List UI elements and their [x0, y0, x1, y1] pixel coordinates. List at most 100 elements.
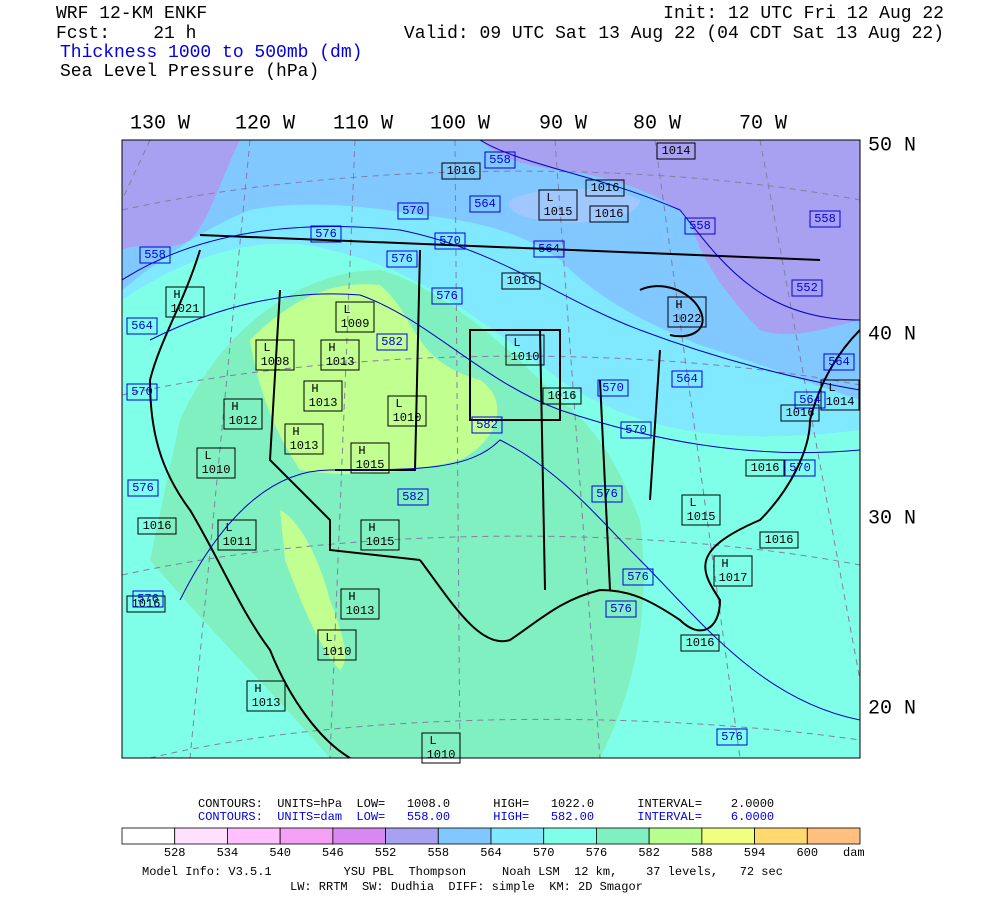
thickness-label: 576	[132, 590, 164, 608]
label-box	[820, 379, 860, 411]
pressure-value: 1015	[687, 510, 716, 524]
pressure-label: 1016	[137, 517, 177, 535]
label-box	[823, 353, 855, 371]
thickness-label: 552	[791, 279, 823, 297]
pressure-value: 1016	[143, 519, 172, 533]
colorbar-swatch	[543, 827, 597, 845]
pressure-value: 1014	[826, 395, 855, 409]
label-box	[431, 287, 463, 305]
thickness-label: 582	[471, 416, 503, 434]
pressure-value: 1017	[719, 571, 748, 585]
pressure-center: L	[429, 734, 436, 748]
thickness-value: 558	[489, 153, 511, 167]
thickness-value: 564	[538, 242, 560, 256]
colorbar-unit: dam	[843, 846, 865, 860]
label-box	[421, 732, 461, 764]
pressure-field: Sea Level Pressure (hPa)	[60, 62, 319, 82]
label-box	[196, 447, 236, 479]
colorbar-swatch	[385, 827, 439, 845]
colorbar-label: 570	[533, 846, 555, 860]
colorbar-swatch	[701, 827, 755, 845]
longitude-label: 110 W	[333, 112, 393, 135]
thickness-label: 570	[434, 232, 466, 250]
longitude-label: 120 W	[235, 112, 295, 135]
pressure-center: L	[689, 496, 696, 510]
pressure-label: 1016	[589, 205, 629, 223]
longitude-label: 100 W	[430, 112, 490, 135]
label-box	[745, 459, 785, 477]
thickness-label: 570	[126, 383, 158, 401]
label-box	[246, 680, 286, 712]
pressure-center: H	[721, 557, 728, 571]
colorbar-label: 600	[796, 846, 818, 860]
pressure-center: H	[348, 590, 355, 604]
pressure-center: H	[311, 382, 318, 396]
thickness-label: 564	[823, 353, 855, 371]
label-box	[597, 379, 629, 397]
label-box	[340, 588, 380, 620]
label-box	[387, 395, 427, 427]
pressure-center: H	[358, 444, 365, 458]
longitude-label: 130 W	[130, 112, 190, 135]
longitude-label: 70 W	[739, 112, 787, 135]
pressure-value: 1016	[548, 389, 577, 403]
contours-thickness: CONTOURS: UNITS=dam LOW= 558.00 HIGH= 58…	[198, 810, 774, 824]
label-box	[469, 195, 501, 213]
pressure-center: H	[292, 425, 299, 439]
thickness-value: 564	[676, 372, 698, 386]
thickness-value: 564	[131, 319, 153, 333]
label-box	[223, 398, 263, 430]
label-box	[759, 531, 799, 549]
thickness-label: 576	[431, 287, 463, 305]
boundaries	[148, 234, 860, 758]
pressure-value: 1010	[427, 748, 456, 762]
label-box	[501, 272, 541, 290]
pressure-center: H	[254, 682, 261, 696]
pressure-center: L	[225, 521, 232, 535]
label-box	[671, 370, 703, 388]
pressure-value: 1010	[202, 463, 231, 477]
colorbar-label: 546	[322, 846, 344, 860]
thickness-value: 564	[828, 355, 850, 369]
pressure-value: 1016	[507, 274, 536, 288]
pressure-value: 1013	[326, 355, 355, 369]
valid-time: Valid: 09 UTC Sat 13 Aug 22 (04 CDT Sat …	[404, 24, 944, 44]
thickness-value: 570	[131, 385, 153, 399]
label-box	[620, 421, 652, 439]
thickness-value: 570	[402, 204, 424, 218]
pressure-center: H	[328, 341, 335, 355]
thickness-label: 576	[386, 250, 418, 268]
label-box	[126, 383, 158, 401]
label-box	[684, 217, 716, 235]
thickness-value: 570	[602, 381, 624, 395]
label-box	[622, 568, 654, 586]
thickness-value: 576	[596, 487, 618, 501]
pressure-label: 1016	[501, 272, 541, 290]
label-box	[255, 339, 295, 371]
thickness-value: 576	[610, 602, 632, 616]
thickness-label: 558	[809, 210, 841, 228]
pressure-value: 1010	[323, 645, 352, 659]
label-box	[667, 296, 707, 328]
thickness-value: 582	[381, 335, 403, 349]
thickness-label: 576	[622, 568, 654, 586]
label-box	[310, 225, 342, 243]
label-box	[386, 250, 418, 268]
pressure-value: 1012	[229, 414, 258, 428]
label-box	[376, 333, 408, 351]
pressure-value: 1015	[366, 535, 395, 549]
pressure-label: 1016	[585, 179, 625, 197]
pressure-value: 1013	[252, 696, 281, 710]
thickness-value: 570	[625, 423, 647, 437]
latitude-label: 30 N	[868, 507, 916, 530]
